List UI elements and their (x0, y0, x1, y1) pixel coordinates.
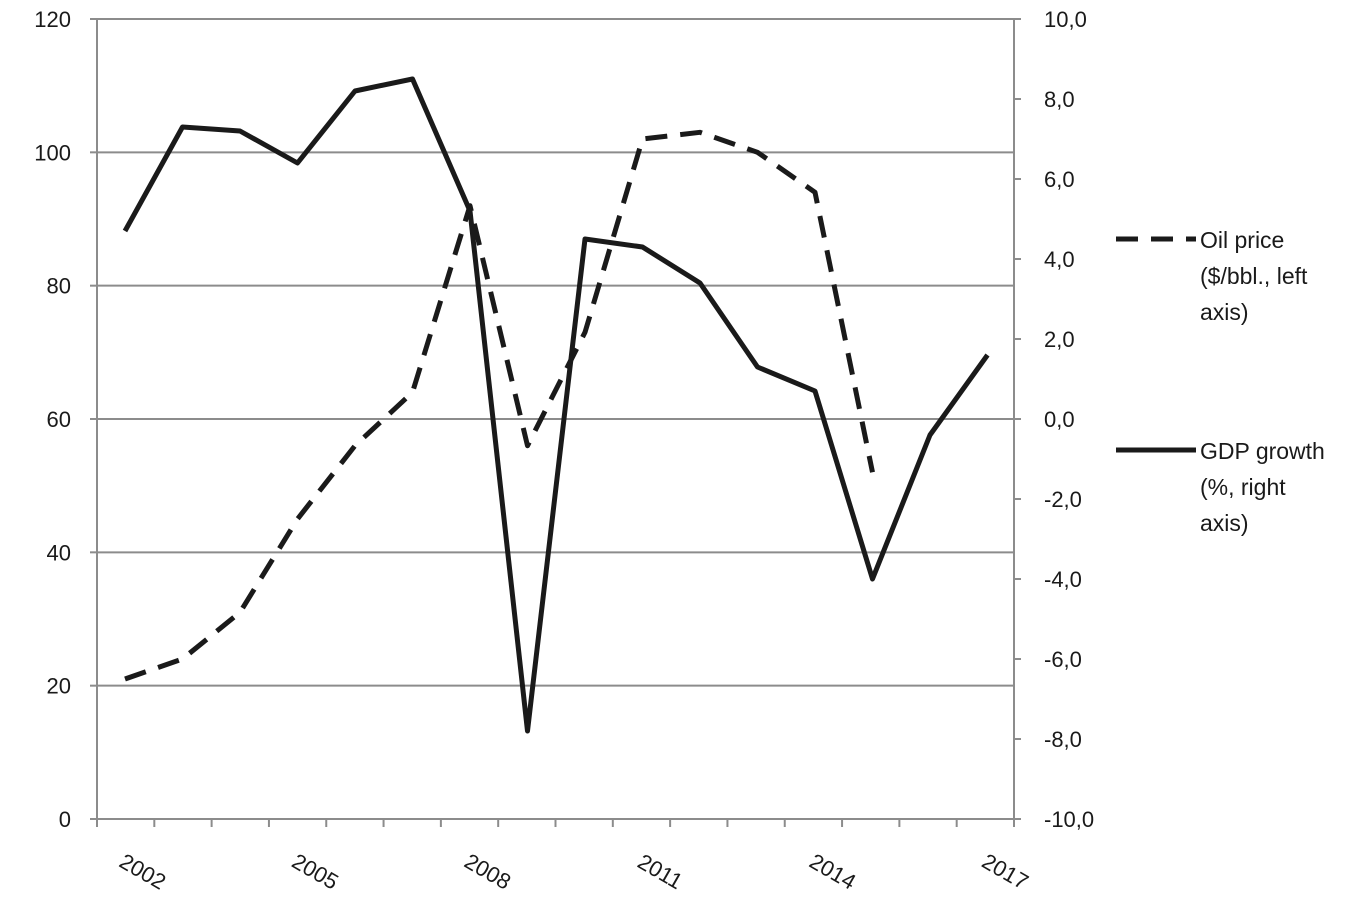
legend-label: GDP growth (1200, 438, 1325, 464)
legend-label: (%, right (1200, 474, 1286, 500)
right-tick-label: -8,0 (1044, 727, 1082, 752)
right-tick-label: -6,0 (1044, 647, 1082, 672)
right-tick-label: 4,0 (1044, 247, 1075, 272)
x-tick-label: 2011 (634, 849, 687, 894)
x-tick-label: 2005 (288, 848, 343, 894)
right-tick-label: -10,0 (1044, 807, 1094, 832)
right-tick-label: -2,0 (1044, 487, 1082, 512)
right-tick-label: 10,0 (1044, 7, 1087, 32)
x-tick-label: 2002 (115, 848, 170, 894)
x-tick-label: 2017 (978, 848, 1033, 894)
left-y-axis: 0 20 40 60 80 100 120 (34, 7, 97, 832)
left-tick-label: 100 (34, 140, 71, 165)
left-tick-label: 60 (47, 407, 71, 432)
oil-price-line (124, 129, 875, 682)
legend-label: Oil price (1200, 227, 1284, 253)
left-tick-label: 120 (34, 7, 71, 32)
x-axis: 2002 2005 2008 2011 2014 2017 (96, 819, 1033, 895)
x-tick-label: 2014 (805, 848, 860, 894)
legend-label: axis) (1200, 510, 1249, 536)
right-tick-label: 6,0 (1044, 167, 1075, 192)
right-tick-label: 2,0 (1044, 327, 1075, 352)
right-tick-label: 0,0 (1044, 407, 1075, 432)
gridlines (97, 18, 1014, 687)
left-tick-label: 0 (59, 807, 71, 832)
x-tick-label: 2008 (460, 848, 515, 894)
legend-label: ($/bbl., left (1200, 263, 1308, 289)
left-tick-label: 80 (47, 274, 71, 299)
right-tick-label: -4,0 (1044, 567, 1082, 592)
legend: Oil price ($/bbl., left axis) GDP growth (%,… (1116, 227, 1325, 536)
series-lines (122, 76, 990, 734)
right-y-axis: -10,0 -8,0 -6,0 -4,0 -2,0 0,0 2,0 4,0 6,0 8,0 10,0 (1014, 7, 1094, 832)
gdp-growth-line (122, 76, 990, 734)
legend-label: axis) (1200, 299, 1249, 325)
right-tick-label: 8,0 (1044, 87, 1075, 112)
left-tick-label: 20 (47, 674, 71, 699)
left-tick-label: 40 (47, 540, 71, 565)
